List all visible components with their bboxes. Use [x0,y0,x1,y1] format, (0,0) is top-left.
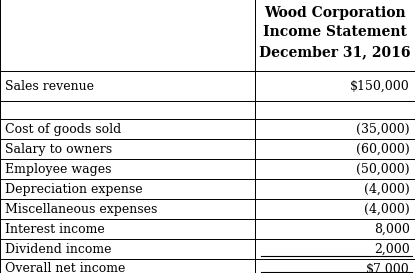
Bar [0,259,255,273]
Bar [0,239,255,259]
Text: Sales revenue: Sales revenue [5,79,94,93]
Text: Employee wages: Employee wages [5,162,112,176]
Bar [255,219,415,239]
Bar [255,239,415,259]
Text: Dividend income: Dividend income [5,242,112,256]
Bar [0,119,255,139]
Text: (4,000): (4,000) [364,182,410,195]
Text: Interest income: Interest income [5,222,105,236]
Text: Overall net income: Overall net income [5,263,125,273]
Text: $7,000: $7,000 [366,263,410,273]
Bar [255,179,415,199]
Text: Depreciation expense: Depreciation expense [5,182,143,195]
Bar [255,0,415,71]
Bar [0,199,255,219]
Bar [255,159,415,179]
Bar [255,71,415,101]
Text: Miscellaneous expenses: Miscellaneous expenses [5,203,157,215]
Bar [0,101,255,119]
Bar [0,219,255,239]
Bar [0,71,255,101]
Text: (60,000): (60,000) [356,143,410,156]
Text: 8,000: 8,000 [374,222,410,236]
Bar [255,119,415,139]
Text: Salary to owners: Salary to owners [5,143,112,156]
Text: $150,000: $150,000 [350,79,410,93]
Bar [0,139,255,159]
Bar [0,179,255,199]
Bar [255,259,415,273]
Bar [255,101,415,119]
Text: Wood Corporation
Income Statement
December 31, 2016: Wood Corporation Income Statement Decemb… [259,6,411,59]
Bar [255,139,415,159]
Bar [0,159,255,179]
Bar [0,0,255,71]
Text: (35,000): (35,000) [356,123,410,135]
Text: Cost of goods sold: Cost of goods sold [5,123,121,135]
Bar [255,199,415,219]
Text: (50,000): (50,000) [356,162,410,176]
Text: 2,000: 2,000 [374,242,410,256]
Text: (4,000): (4,000) [364,203,410,215]
